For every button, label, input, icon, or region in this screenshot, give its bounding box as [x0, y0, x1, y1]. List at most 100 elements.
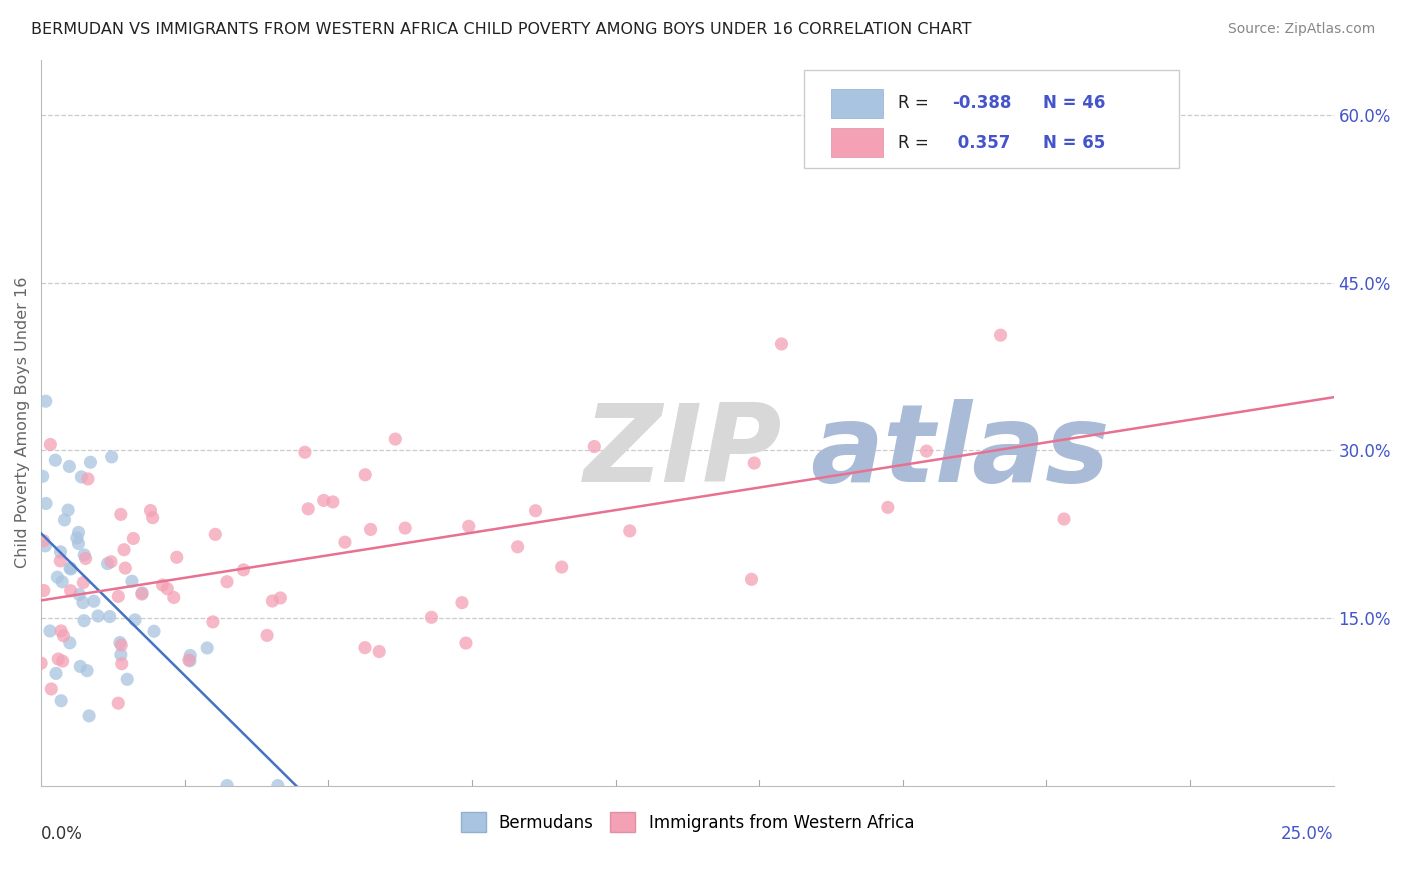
Point — [990, 328, 1012, 343]
Point — [66, 531, 89, 545]
Text: BERMUDAN VS IMMIGRANTS FROM WESTERN AFRICA CHILD POVERTY AMONG BOYS UNDER 16 COR: BERMUDAN VS IMMIGRANTS FROM WESTERN AFRI… — [31, 22, 972, 37]
Point — [110, 648, 132, 662]
Point — [204, 527, 226, 541]
Point — [97, 557, 120, 571]
Point — [112, 542, 135, 557]
Point — [72, 575, 94, 590]
Point — [67, 525, 90, 540]
Point — [59, 583, 82, 598]
Point — [139, 503, 162, 517]
Point — [269, 591, 291, 605]
Point — [742, 456, 765, 470]
Point — [39, 624, 62, 638]
Text: atlas: atlas — [810, 399, 1109, 505]
Point — [297, 501, 319, 516]
Point — [115, 673, 138, 687]
Point — [53, 513, 76, 527]
Point — [32, 583, 55, 598]
Point — [35, 394, 58, 409]
Point — [46, 652, 69, 666]
Point — [34, 539, 56, 553]
Point — [49, 694, 72, 708]
Point — [44, 453, 66, 467]
Point — [124, 613, 146, 627]
Point — [333, 535, 356, 549]
Point — [915, 444, 938, 458]
Text: -0.388: -0.388 — [952, 95, 1012, 112]
Point — [51, 574, 73, 589]
Point — [131, 587, 153, 601]
Point — [163, 591, 186, 605]
Point — [70, 470, 93, 484]
Point — [384, 432, 406, 446]
Point — [49, 624, 72, 638]
Point — [360, 523, 382, 537]
Point — [122, 532, 145, 546]
Point — [56, 503, 79, 517]
Text: 0.357: 0.357 — [952, 134, 1011, 152]
Point — [77, 709, 100, 723]
Point — [457, 519, 479, 533]
Point — [100, 450, 122, 464]
Point — [1053, 512, 1076, 526]
Point — [294, 445, 316, 459]
Point — [179, 654, 201, 668]
Point — [35, 496, 58, 510]
Point — [69, 659, 91, 673]
Point — [110, 638, 132, 652]
Point — [52, 654, 75, 668]
Point — [32, 533, 55, 548]
Point — [77, 472, 100, 486]
FancyBboxPatch shape — [804, 70, 1178, 169]
Point — [98, 609, 121, 624]
Point — [59, 636, 82, 650]
Point — [179, 648, 201, 663]
FancyBboxPatch shape — [831, 128, 883, 157]
Point — [67, 588, 90, 602]
Legend: Bermudans, Immigrants from Western Africa: Bermudans, Immigrants from Western Afric… — [454, 805, 921, 838]
Point — [46, 570, 69, 584]
Point — [876, 500, 898, 515]
Point — [770, 337, 793, 351]
Point — [73, 614, 96, 628]
Point — [49, 545, 72, 559]
Point — [166, 550, 188, 565]
Point — [73, 548, 96, 562]
Point — [114, 561, 136, 575]
Point — [72, 596, 94, 610]
Point — [79, 455, 101, 469]
Point — [142, 510, 165, 524]
Point — [583, 440, 606, 454]
Point — [107, 590, 129, 604]
Point — [39, 681, 62, 696]
Point — [31, 469, 53, 483]
Point — [75, 551, 97, 566]
Point — [451, 596, 474, 610]
Point — [506, 540, 529, 554]
Point — [131, 586, 153, 600]
Point — [59, 562, 82, 576]
Text: N = 65: N = 65 — [1043, 134, 1105, 152]
Point — [59, 561, 82, 575]
Text: R =: R = — [898, 95, 934, 112]
Point — [215, 574, 238, 589]
Point — [152, 578, 174, 592]
Point — [551, 560, 574, 574]
Point — [121, 574, 143, 589]
Text: Source: ZipAtlas.com: Source: ZipAtlas.com — [1227, 22, 1375, 37]
Point — [177, 653, 200, 667]
Point — [420, 610, 443, 624]
Point — [58, 459, 80, 474]
Point — [232, 563, 254, 577]
Point — [30, 656, 52, 670]
Point — [262, 594, 284, 608]
Point — [111, 657, 134, 671]
Point — [67, 536, 90, 550]
Point — [156, 582, 179, 596]
Y-axis label: Child Poverty Among Boys Under 16: Child Poverty Among Boys Under 16 — [15, 277, 30, 568]
Point — [45, 666, 67, 681]
Point — [322, 495, 344, 509]
Text: 25.0%: 25.0% — [1281, 825, 1334, 844]
Point — [87, 609, 110, 624]
FancyBboxPatch shape — [831, 89, 883, 118]
